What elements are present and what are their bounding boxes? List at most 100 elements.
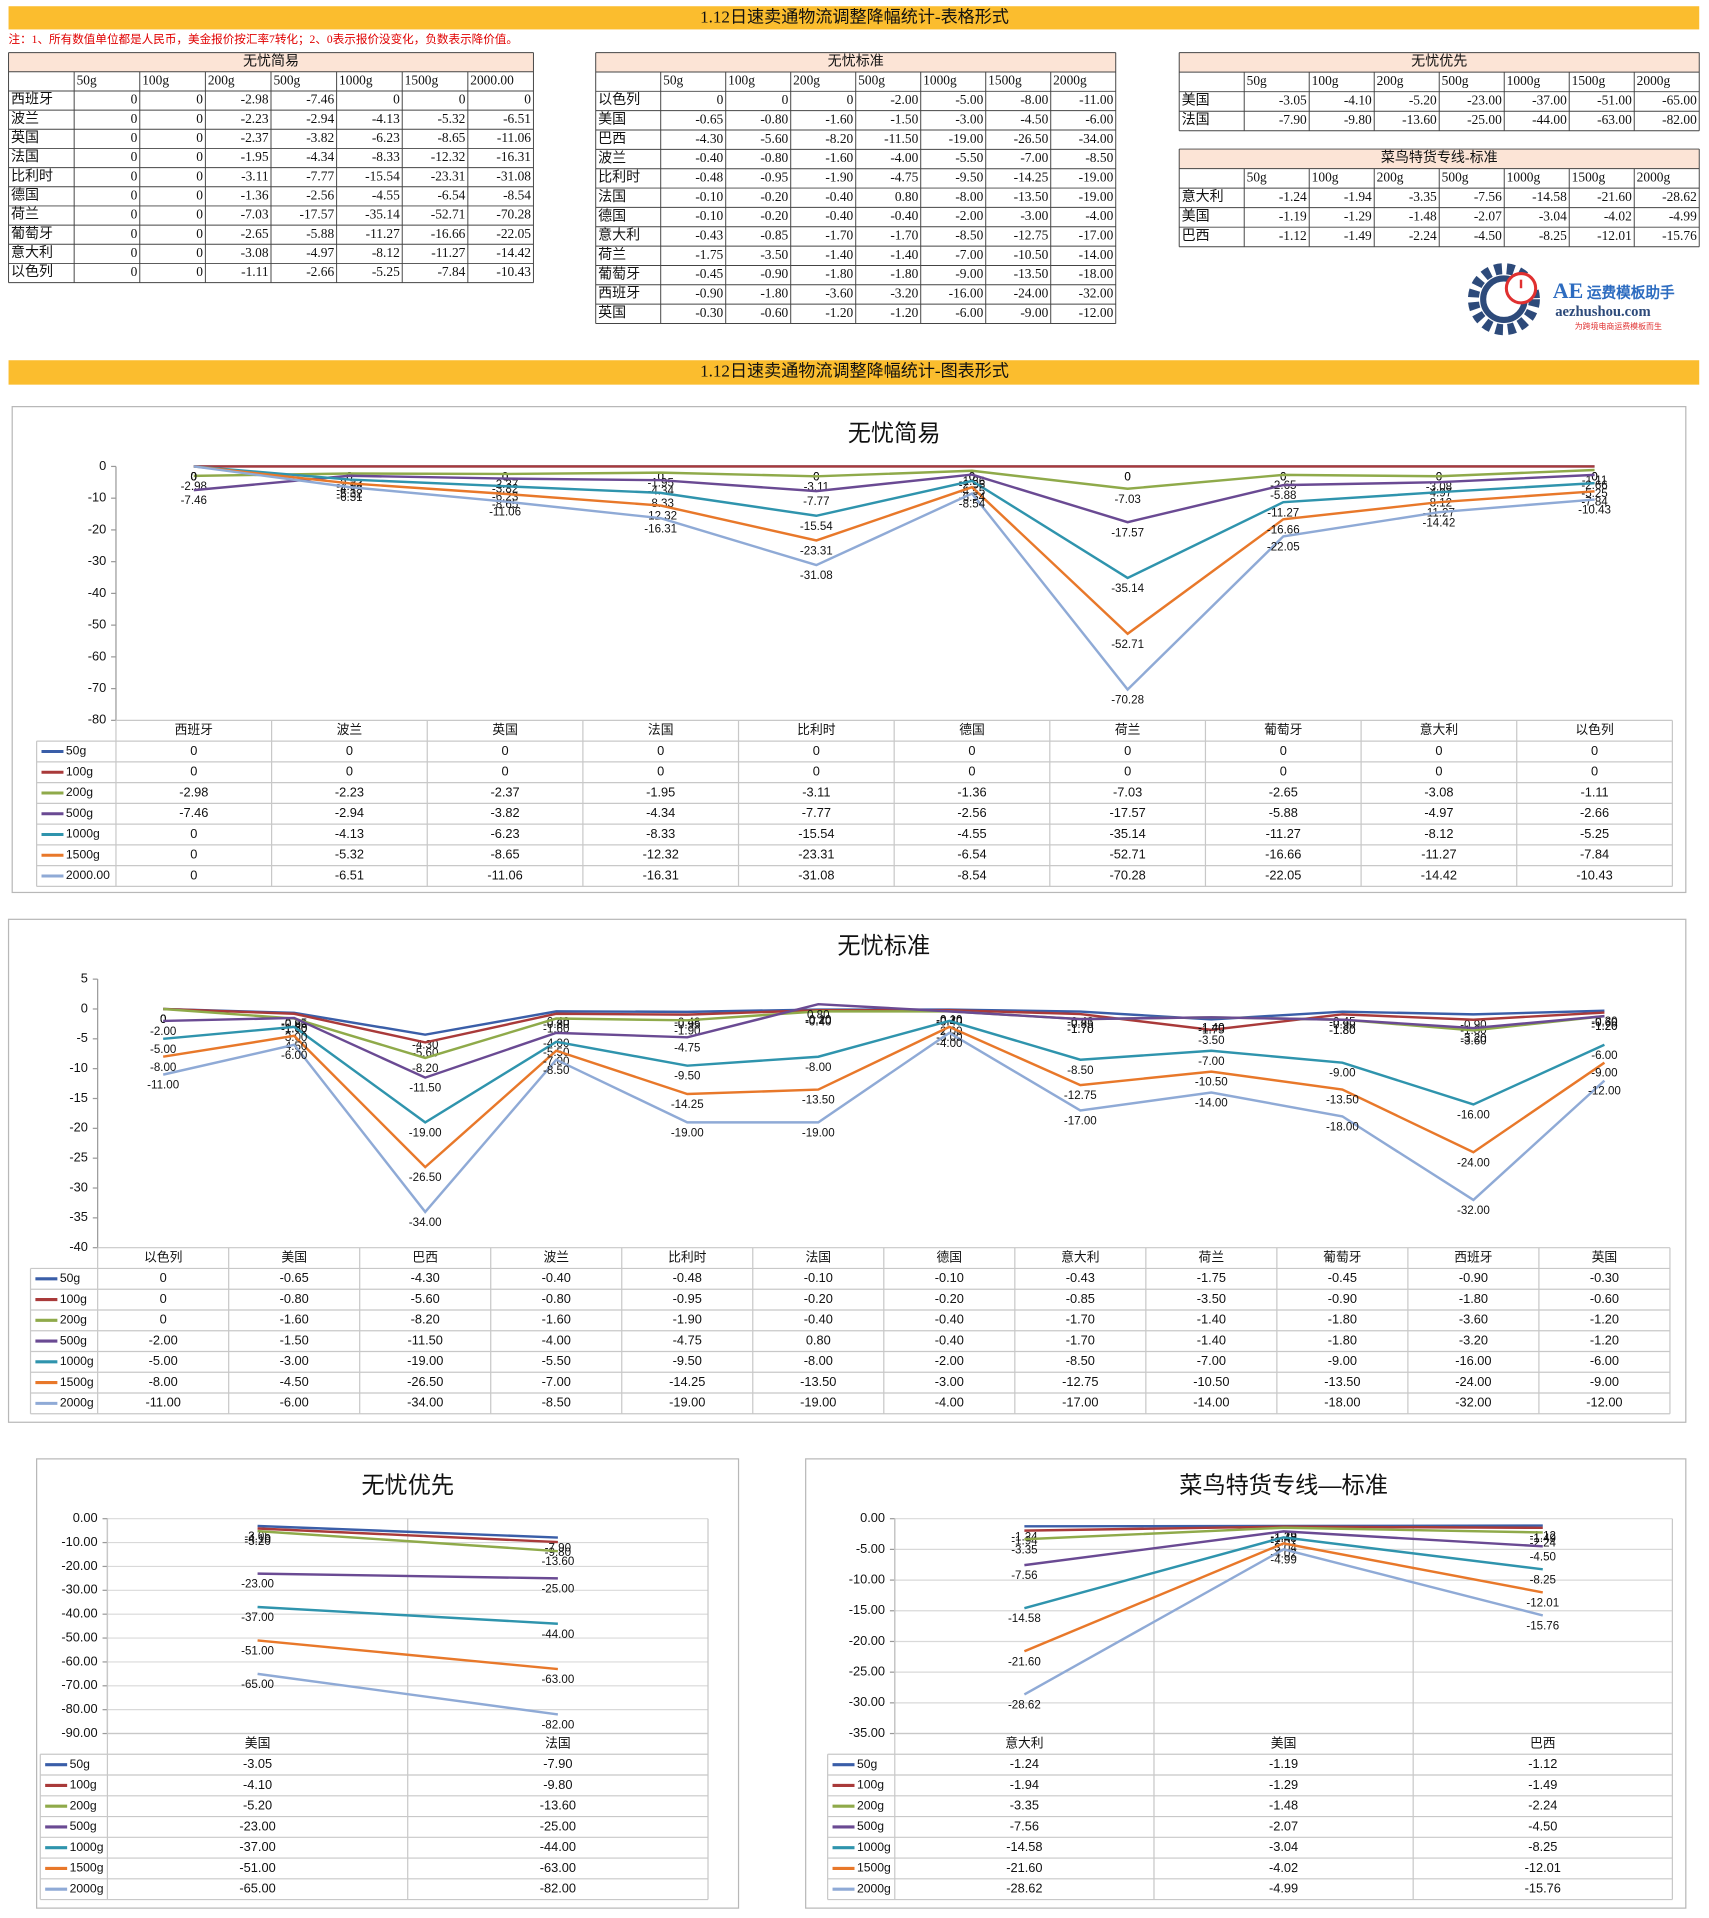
chart: 无忧标准 5 0 -5 -10 -15 -20 -25 -30 -35 -40 以色列 美国 巴西 波兰 比利…	[7, 918, 1687, 1423]
data-label: -44.00	[541, 1629, 574, 1641]
data-label: -6.51	[336, 492, 362, 504]
cell: -23.31	[431, 168, 466, 183]
data-table-cell: -1.49	[1528, 1777, 1557, 1792]
data-table-cell: -6.51	[335, 867, 364, 882]
column-header: 1500g	[405, 72, 439, 87]
data-table-cell: -13.50	[800, 1374, 836, 1389]
cell: -7.56	[1474, 189, 1502, 204]
legend-label: 2000g	[60, 1396, 94, 1410]
data-table-cell: -1.20	[1590, 1312, 1619, 1327]
data-table-cell: -4.30	[411, 1270, 440, 1285]
data-table-cell: 0	[1124, 764, 1131, 779]
data-table-cell: -4.02	[1269, 1860, 1298, 1875]
row-label: 法国	[1182, 112, 1210, 128]
series-line	[193, 468, 1595, 490]
cell: -16.00	[949, 286, 984, 301]
data-label: 0	[1436, 471, 1442, 483]
legend-label: 500g	[857, 1819, 884, 1833]
cell: -4.00	[890, 150, 918, 165]
data-label: -1.80	[1329, 1025, 1355, 1037]
data-table-cell: 0	[1280, 764, 1287, 779]
cell: -0.95	[760, 169, 788, 184]
cell: -8.25	[1539, 228, 1567, 243]
data-table-cell: 0	[190, 867, 197, 882]
cell: -1.80	[825, 266, 853, 281]
data-table-cell: -28.62	[1006, 1881, 1042, 1896]
data-table-cell: -3.11	[802, 784, 830, 799]
table-header-bg	[1179, 149, 1700, 169]
data-label: -0.40	[936, 1016, 962, 1028]
title-bar	[8, 360, 1700, 385]
row-label: 巴西	[598, 131, 626, 147]
series-line	[257, 1672, 559, 1716]
cell: -23.00	[1467, 93, 1502, 108]
data-label: -8.00	[150, 1062, 176, 1074]
column-header: 1000g	[1507, 73, 1541, 88]
data-table-cell: -13.50	[1324, 1374, 1360, 1389]
table-header-bg	[8, 52, 534, 72]
data-table-cell: -2.00	[935, 1353, 964, 1368]
cell: -0.40	[825, 189, 853, 204]
data-label: 0	[657, 471, 663, 483]
row-label: 荷兰	[11, 207, 39, 223]
data-label: -35.14	[1111, 583, 1144, 595]
data-table-cell: -8.33	[646, 826, 675, 841]
cell: -0.40	[890, 208, 918, 223]
data-label: -9.00	[1329, 1068, 1355, 1080]
data-table: 无忧标准 50g 100g 200g 500g 1000g 1500g 2000g 以色列 0 0 0…	[595, 52, 1117, 324]
cell: -6.23	[372, 130, 400, 145]
column-header: 2000g	[1637, 169, 1671, 184]
data-label: -3.20	[1460, 1033, 1486, 1045]
row-label: 美国	[1182, 209, 1210, 225]
data-table-cell: -6.00	[280, 1395, 309, 1410]
cell: -1.70	[890, 228, 918, 243]
cell: -1.80	[890, 266, 918, 281]
data-label: -4.50	[1530, 1551, 1556, 1563]
data-label: -19.00	[409, 1127, 442, 1139]
data-label: 0	[657, 471, 663, 483]
legend-label: 1000g	[857, 1840, 891, 1854]
data-label: 0	[1591, 471, 1597, 483]
column-header: 50g	[1247, 169, 1267, 184]
legend-label: 500g	[60, 1333, 87, 1347]
cell: -6.00	[1085, 111, 1113, 126]
data-table-cell: -1.95	[646, 784, 675, 799]
y-tick-label: -30	[69, 1179, 87, 1194]
data-table-cell: -4.34	[646, 805, 675, 820]
y-tick-label: -25	[69, 1150, 87, 1165]
cell: -4.55	[372, 187, 400, 202]
cell: -3.60	[825, 286, 853, 301]
data-table-cell: -7.00	[542, 1374, 571, 1389]
cell: -1.49	[1344, 228, 1372, 243]
data-table-cell: -3.82	[490, 805, 519, 820]
column-header: 1500g	[1572, 73, 1606, 88]
data-label: -1.49	[1530, 1533, 1556, 1545]
column-header: 100g	[142, 72, 169, 87]
data-label: 0	[1124, 471, 1130, 483]
data-label: -51.00	[241, 1645, 274, 1657]
y-tick-label: -10	[69, 1060, 87, 1075]
cell: -16.66	[431, 226, 466, 241]
cell: -4.34	[306, 149, 334, 164]
data-label: -12.75	[1064, 1090, 1097, 1102]
y-tick-label: -30.00	[849, 1694, 885, 1709]
cell: 0.80	[895, 189, 919, 204]
legend-label: 2000g	[857, 1881, 891, 1895]
cell: -10.50	[1014, 247, 1049, 262]
table-title: 无忧简易	[243, 52, 299, 69]
cell: 0	[459, 92, 466, 107]
column-header: 200g	[208, 72, 235, 87]
series-line	[193, 465, 1595, 580]
cell: -14.58	[1532, 189, 1567, 204]
cell: -4.13	[372, 111, 400, 126]
data-table-cell: -1.80	[1328, 1312, 1357, 1327]
data-table-cell: -8.00	[149, 1374, 178, 1389]
cell: -0.20	[760, 208, 788, 223]
column-header: 500g	[273, 72, 300, 87]
data-table-cell: -0.20	[804, 1291, 833, 1306]
data-table-cell: -7.56	[1010, 1818, 1039, 1833]
data-table-cell: -18.00	[1324, 1395, 1360, 1410]
data-label: -8.00	[805, 1062, 831, 1074]
cell: -19.00	[949, 131, 984, 146]
y-tick-label: -70	[88, 680, 106, 695]
